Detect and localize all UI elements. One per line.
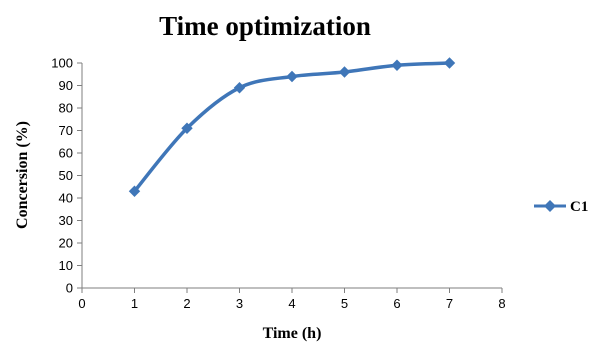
- y-tick-label: 0: [66, 281, 73, 296]
- y-tick-label: 60: [59, 146, 73, 161]
- y-axis-label: Concersion (%): [14, 121, 31, 229]
- y-tick-label: 10: [59, 258, 73, 273]
- data-point-diamond-icon: [128, 185, 141, 197]
- chart-title: Time optimization: [159, 11, 371, 41]
- x-tick-label: 5: [341, 296, 348, 311]
- y-tick-label: 80: [59, 101, 73, 116]
- x-tick-label: 6: [393, 296, 400, 311]
- x-axis-ticks: 0 1 2 3 4 5 6 7 8: [78, 288, 506, 311]
- x-tick-label: 2: [183, 296, 190, 311]
- data-point-diamond-icon: [338, 66, 351, 78]
- x-tick-label: 8: [498, 296, 505, 311]
- legend-diamond-icon: [544, 200, 556, 212]
- y-axis-ticks: 0 10 20 30 40 50 60 70 80 90 100: [51, 56, 82, 296]
- y-tick-label: 40: [59, 191, 73, 206]
- series-line: [132, 61, 452, 193]
- x-tick-label: 7: [446, 296, 453, 311]
- x-tick-label: 4: [288, 296, 295, 311]
- legend-label-c1: C1: [570, 199, 588, 215]
- y-tick-label: 20: [59, 236, 73, 251]
- x-tick-label: 0: [78, 296, 85, 311]
- x-axis-label: Time (h): [263, 325, 322, 342]
- legend: C1: [534, 199, 588, 215]
- y-tick-label: 100: [51, 56, 73, 71]
- y-tick-label: 70: [59, 123, 73, 138]
- data-point-diamond-icon: [391, 59, 403, 71]
- x-tick-label: 1: [131, 296, 138, 311]
- series-c1: [128, 57, 456, 197]
- x-tick-label: 3: [236, 296, 243, 311]
- y-tick-label: 50: [59, 168, 73, 183]
- y-tick-label: 90: [59, 78, 73, 93]
- data-point-diamond-icon: [443, 57, 456, 69]
- data-point-diamond-icon: [286, 70, 298, 83]
- data-point-diamond-icon: [181, 122, 193, 134]
- y-tick-label: 30: [59, 213, 73, 228]
- data-point-diamond-icon: [233, 82, 246, 94]
